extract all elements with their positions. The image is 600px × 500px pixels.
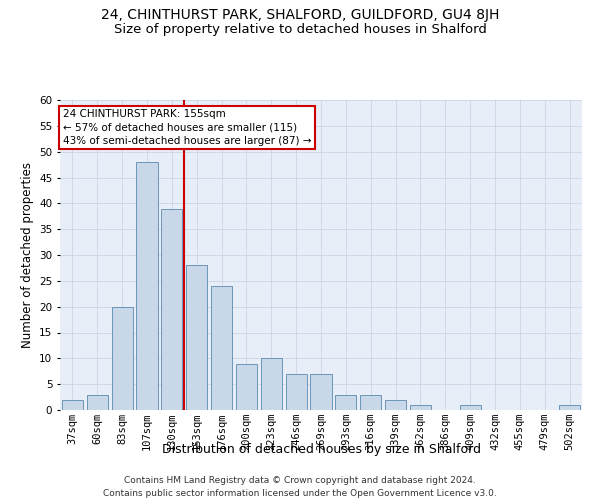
Bar xyxy=(112,306,133,410)
Bar xyxy=(360,394,381,410)
Bar xyxy=(385,400,406,410)
Text: 24 CHINTHURST PARK: 155sqm
← 57% of detached houses are smaller (115)
43% of sem: 24 CHINTHURST PARK: 155sqm ← 57% of deta… xyxy=(62,110,311,146)
Bar xyxy=(261,358,282,410)
Bar xyxy=(310,374,332,410)
Bar xyxy=(87,394,108,410)
Text: Size of property relative to detached houses in Shalford: Size of property relative to detached ho… xyxy=(113,22,487,36)
Y-axis label: Number of detached properties: Number of detached properties xyxy=(20,162,34,348)
Bar xyxy=(286,374,307,410)
Bar xyxy=(161,208,182,410)
Text: Distribution of detached houses by size in Shalford: Distribution of detached houses by size … xyxy=(161,442,481,456)
Bar xyxy=(136,162,158,410)
Bar xyxy=(460,405,481,410)
Bar xyxy=(236,364,257,410)
Bar xyxy=(335,394,356,410)
Bar xyxy=(62,400,83,410)
Text: 24, CHINTHURST PARK, SHALFORD, GUILDFORD, GU4 8JH: 24, CHINTHURST PARK, SHALFORD, GUILDFORD… xyxy=(101,8,499,22)
Bar xyxy=(559,405,580,410)
Text: Contains HM Land Registry data © Crown copyright and database right 2024.
Contai: Contains HM Land Registry data © Crown c… xyxy=(103,476,497,498)
Bar xyxy=(186,266,207,410)
Bar xyxy=(410,405,431,410)
Bar xyxy=(211,286,232,410)
